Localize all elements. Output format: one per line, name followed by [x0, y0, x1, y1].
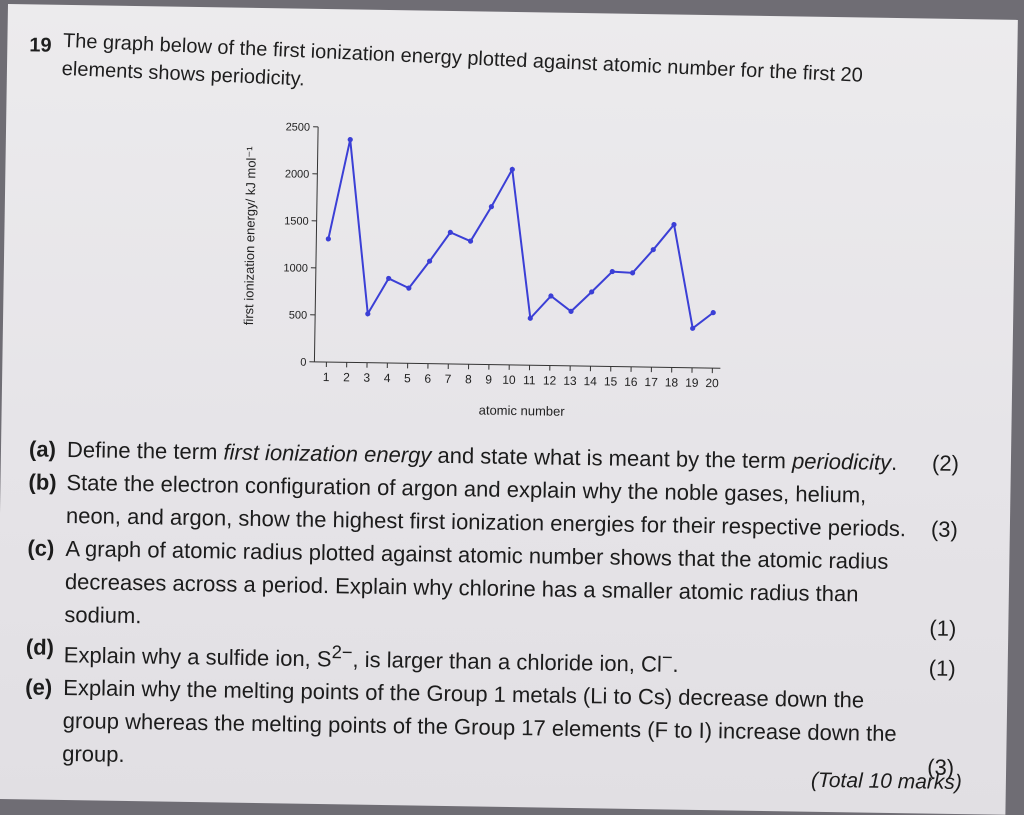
x-tick-label: 7 [445, 372, 452, 386]
y-tick-label: 2000 [285, 168, 310, 180]
question-number: 19 [29, 34, 52, 57]
part-e: (e) Explain why the melting points of th… [24, 671, 975, 785]
marks: (1) [929, 612, 956, 645]
part-d-text-3: . [672, 652, 679, 677]
part-label: (a) [29, 432, 68, 466]
x-tick-label: 6 [424, 372, 431, 386]
total-marks: (Total 10 marks) [811, 769, 962, 795]
x-tick-label: 3 [363, 371, 370, 385]
part-a-text-1: Define the term [67, 437, 224, 464]
y-axis-line [314, 127, 318, 362]
x-tick-label: 2 [343, 370, 350, 384]
part-c: (c) A graph of atomic radius plotted aga… [26, 531, 977, 645]
part-label: (b) [28, 465, 67, 532]
x-tick-label: 18 [665, 375, 679, 389]
x-tick-label: 19 [685, 376, 699, 390]
y-tick-label: 0 [300, 357, 306, 369]
data-point [326, 236, 331, 241]
part-text: Explain why the melting points of the Gr… [62, 671, 975, 784]
x-tick-label: 9 [485, 373, 492, 387]
y-axis-label: first ionization energy/ kJ mol⁻¹ [241, 146, 259, 326]
part-label: (c) [26, 531, 66, 631]
chart-axes [314, 127, 724, 368]
y-tick-label: 500 [289, 309, 308, 321]
part-a-text-2: and state what is meant by the term [431, 443, 792, 474]
x-tick-label: 16 [624, 375, 638, 389]
x-tick-label: 20 [705, 376, 719, 390]
part-a-text-3: . [891, 450, 898, 475]
data-point [348, 137, 353, 142]
series-line [327, 139, 716, 328]
textbook-page: 19 The graph below of the first ionizati… [0, 4, 1018, 815]
term-periodicity: periodicity [792, 448, 891, 475]
y-tick-label: 1500 [284, 215, 309, 227]
x-tick-label: 4 [384, 371, 391, 385]
y-tick-label: 2500 [286, 121, 311, 133]
y-axis-ticks: 0 500 1000 1500 2000 2500 [282, 121, 318, 368]
x-axis-line [314, 362, 720, 368]
sulfide-charge: 2− [332, 641, 353, 662]
x-tick-label: 5 [404, 371, 411, 385]
x-tick-label: 12 [543, 373, 557, 387]
x-tick-label: 13 [563, 374, 577, 388]
part-label: (e) [24, 671, 64, 771]
x-tick-label: 15 [604, 374, 618, 388]
term-first-ionization-energy: first ionization energy [223, 439, 431, 467]
x-tick-label: 10 [502, 373, 516, 387]
question-intro: The graph below of the first ionization … [61, 27, 943, 121]
y-tick-label: 1000 [283, 262, 308, 274]
part-d-text-2: , is larger than a chloride ion, Cl [352, 647, 662, 677]
x-tick-label: 17 [644, 375, 658, 389]
marks: (2) [932, 447, 959, 480]
part-d-text-1: Explain why a sulfide ion, S [64, 642, 332, 671]
x-axis-label: atomic number [479, 402, 566, 418]
question-parts: (a) Define the term first ionization ene… [24, 432, 979, 784]
part-label: (d) [26, 630, 65, 671]
data-points [324, 137, 718, 332]
marks: (3) [931, 513, 958, 546]
chloride-charge: − [662, 646, 673, 667]
part-text: A graph of atomic radius plotted against… [64, 532, 977, 645]
x-tick-label: 14 [583, 374, 597, 388]
x-tick-label: 8 [465, 372, 472, 386]
x-tick-label: 11 [523, 373, 536, 387]
x-tick-label: 1 [323, 370, 330, 384]
marks: (1) [929, 652, 956, 685]
